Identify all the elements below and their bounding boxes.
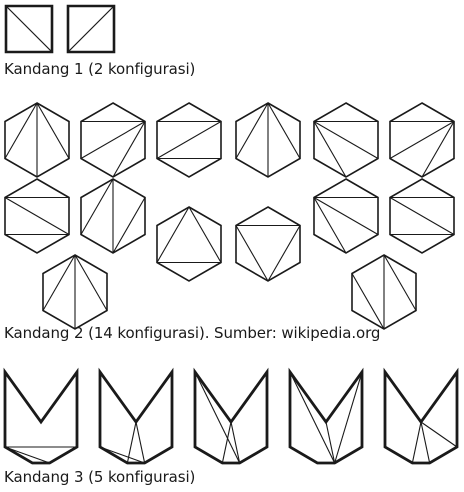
- hexagon-diagonal: [383, 254, 417, 311]
- caption-cage-1: Kandang 1 (2 konfigurasi): [4, 60, 196, 78]
- heptagon-diagonal: [289, 371, 336, 464]
- heptagon-outline: [193, 367, 269, 465]
- hexagon-outline: [156, 206, 222, 282]
- heptagon-configuration: [193, 367, 269, 465]
- hexagon-diagonal: [313, 197, 347, 254]
- hexagon-diagonal: [74, 254, 108, 311]
- hexagon-diagonal: [351, 273, 385, 330]
- cage-2-group: [4, 102, 455, 330]
- hexagon-diagonal: [389, 197, 455, 235]
- hexagon-configuration: [313, 178, 379, 254]
- heptagon-diagonal: [4, 446, 50, 464]
- hexagon-configuration: [235, 102, 301, 178]
- hexagon-configuration: [313, 102, 379, 178]
- hexagon-diagonal: [80, 121, 146, 159]
- hexagon-configuration: [389, 178, 455, 254]
- hexagon-configuration: [235, 206, 301, 282]
- heptagon-diagonal: [221, 421, 232, 464]
- caption-cage-2: Kandang 2 (14 konfigurasi). Sumber: wiki…: [4, 324, 381, 342]
- caption-cage-3: Kandang 3 (5 konfigurasi): [4, 468, 196, 486]
- heptagon-diagonal: [411, 421, 422, 464]
- cage-3-group: [3, 367, 459, 465]
- heptagon-outline: [288, 367, 364, 465]
- square-outline: [66, 4, 116, 54]
- hexagon-configuration: [42, 254, 108, 330]
- hexagon-diagonal: [156, 206, 190, 263]
- hexagon-diagonal: [235, 102, 269, 159]
- heptagon-diagonal: [420, 421, 458, 448]
- hexagon-configuration: [156, 206, 222, 282]
- heptagon-outline: [98, 367, 174, 465]
- heptagon-configuration: [3, 367, 79, 465]
- heptagon-diagonal: [126, 421, 137, 464]
- heptagon-outline: [3, 367, 79, 465]
- hexagon-diagonal: [313, 197, 379, 235]
- hexagon-diagonal: [156, 121, 222, 159]
- heptagon-diagonal: [420, 421, 431, 464]
- hexagon-diagonal: [313, 121, 347, 178]
- heptagon-diagonal: [334, 371, 363, 464]
- square-diagonal: [67, 5, 115, 53]
- hexagon-configuration: [80, 178, 146, 254]
- hexagon-diagonal: [4, 197, 70, 235]
- square-configuration: [4, 4, 54, 54]
- hexagon-diagonal: [267, 102, 301, 159]
- square-diagonal: [5, 5, 53, 53]
- hexagon-configuration: [80, 102, 146, 178]
- heptagon-outline: [383, 367, 459, 465]
- hexagon-diagonal: [389, 121, 455, 159]
- hexagon-diagonal: [313, 121, 379, 159]
- heptagon-configuration: [98, 367, 174, 465]
- hexagon-diagonal: [42, 254, 76, 311]
- heptagon-configuration: [383, 367, 459, 465]
- hexagon-diagonal: [267, 225, 301, 282]
- hexagon-configuration: [351, 254, 417, 330]
- hexagon-outline: [235, 206, 301, 282]
- hexagon-diagonal: [421, 121, 455, 178]
- hexagon-diagonal: [4, 102, 38, 159]
- hexagon-diagonal: [112, 197, 146, 254]
- hexagon-configuration: [389, 102, 455, 178]
- heptagon-diagonal: [325, 421, 336, 464]
- heptagon-configuration: [288, 367, 364, 465]
- hexagon-configuration: [4, 102, 70, 178]
- hexagon-diagonal: [112, 121, 146, 178]
- hexagon-diagonal: [235, 225, 269, 282]
- hexagon-diagonal: [36, 102, 70, 159]
- heptagon-diagonal: [135, 421, 146, 464]
- heptagon-diagonal: [99, 446, 145, 464]
- cage-1-group: [4, 4, 116, 54]
- square-configuration: [66, 4, 116, 54]
- hexagon-configuration: [156, 102, 222, 178]
- hexagon-diagonal: [188, 206, 222, 263]
- heptagon-diagonal: [194, 371, 241, 464]
- hexagon-configuration: [4, 178, 70, 254]
- heptagon-diagonal: [230, 421, 241, 464]
- hexagon-diagonal: [80, 178, 114, 235]
